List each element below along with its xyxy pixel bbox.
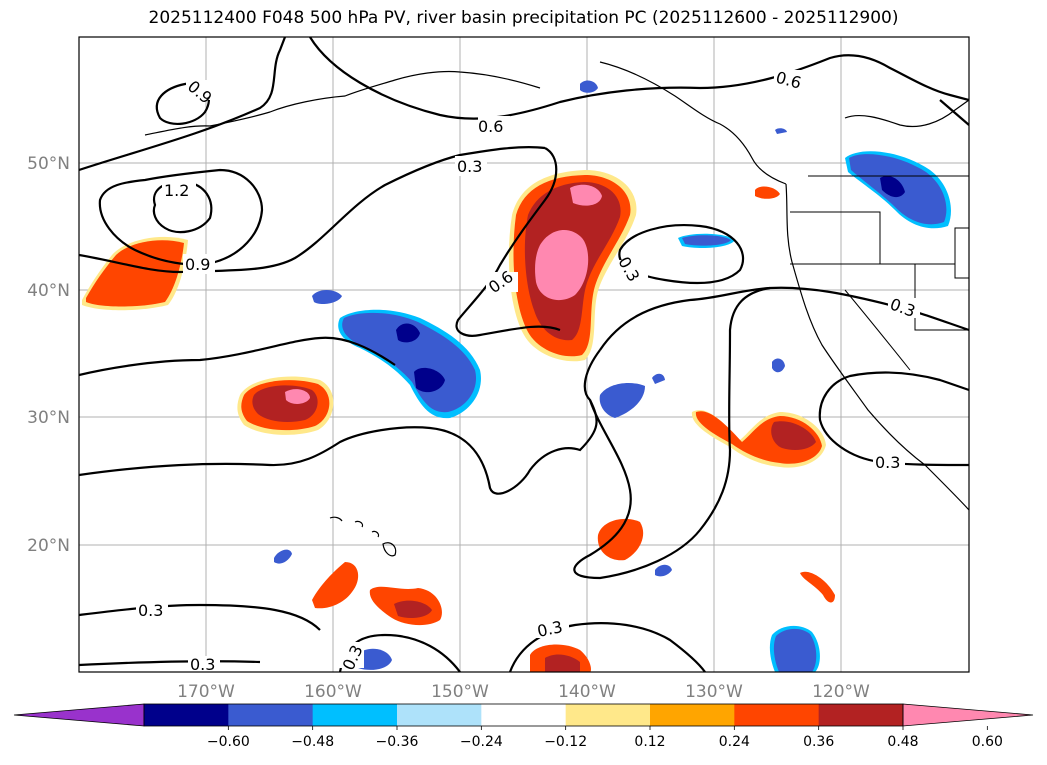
colorbar-segment — [734, 704, 820, 726]
colorbar-segment — [144, 704, 229, 726]
contour-label: 0.3 — [875, 453, 900, 472]
contour-label: 0.9 — [185, 255, 210, 274]
lat-tick-labels: 50°N 40°N 30°N 20°N — [27, 154, 70, 556]
pv-contours — [79, 37, 969, 672]
lon-tick-labels: 170°W 160°W 150°W 140°W 130°W 120°W — [177, 682, 870, 702]
colorbar-segment — [818, 704, 904, 726]
contour-label: 0.3 — [190, 655, 215, 674]
contour-label: 0.3 — [138, 601, 163, 620]
lon-tick-label: 130°W — [685, 682, 743, 702]
contour-labels: 0.9 1.2 0.9 0.6 0.3 0.6 0.6 0.3 0.3 0.3 … — [136, 68, 920, 674]
lon-tick-label: 160°W — [304, 682, 362, 702]
colorbar-tick-label: −0.36 — [376, 734, 419, 750]
contour-label: 0.6 — [478, 117, 503, 136]
colorbar-tick-label: −0.48 — [291, 734, 334, 750]
colorbar-tick-label: 0.36 — [803, 734, 834, 750]
lat-tick-label: 20°N — [27, 536, 70, 556]
colorbar: −0.60 −0.48 −0.36 −0.24 −0.12 0.12 0.24 0.36 0.4… — [13, 703, 1034, 750]
lon-tick-label: 140°W — [558, 682, 616, 702]
lon-tick-label: 170°W — [177, 682, 235, 702]
colorbar-extend-high — [902, 703, 1034, 727]
colorbar-tick-label: 0.12 — [634, 734, 665, 750]
colorbar-segment — [312, 704, 398, 726]
colorbar-segment — [565, 704, 651, 726]
colorbar-tick-label: −0.60 — [207, 734, 250, 750]
lat-tick-label: 50°N — [27, 154, 70, 174]
contour-label: 1.2 — [164, 181, 189, 200]
colorbar-segment — [397, 704, 482, 726]
map-frame — [78, 36, 970, 673]
contour-label: 0.3 — [535, 617, 564, 641]
lat-tick-label: 40°N — [27, 281, 70, 301]
borders — [790, 175, 969, 371]
colorbar-tick-label: 0.60 — [972, 734, 1003, 750]
colorbar-extend-low — [13, 703, 145, 727]
colorbar-tick-label: 0.48 — [887, 734, 918, 750]
colorbar-segment — [650, 704, 735, 726]
colorbar-tick-label: −0.24 — [460, 734, 503, 750]
precipitation-shading — [82, 80, 951, 672]
map-title: 2025112400 F048 500 hPa PV, river basin … — [148, 8, 899, 28]
contour-label: 0.3 — [457, 157, 482, 176]
colorbar-segment — [481, 704, 567, 726]
lon-tick-label: 150°W — [431, 682, 489, 702]
colorbar-tick-label: 0.24 — [719, 734, 750, 750]
colorbar-tick-label: −0.12 — [544, 734, 587, 750]
colorbar-segment — [228, 704, 314, 726]
colorbar-outline — [143, 703, 904, 727]
lat-tick-label: 30°N — [27, 408, 70, 428]
map-area[interactable] — [79, 37, 969, 672]
lon-tick-label: 120°W — [812, 682, 870, 702]
